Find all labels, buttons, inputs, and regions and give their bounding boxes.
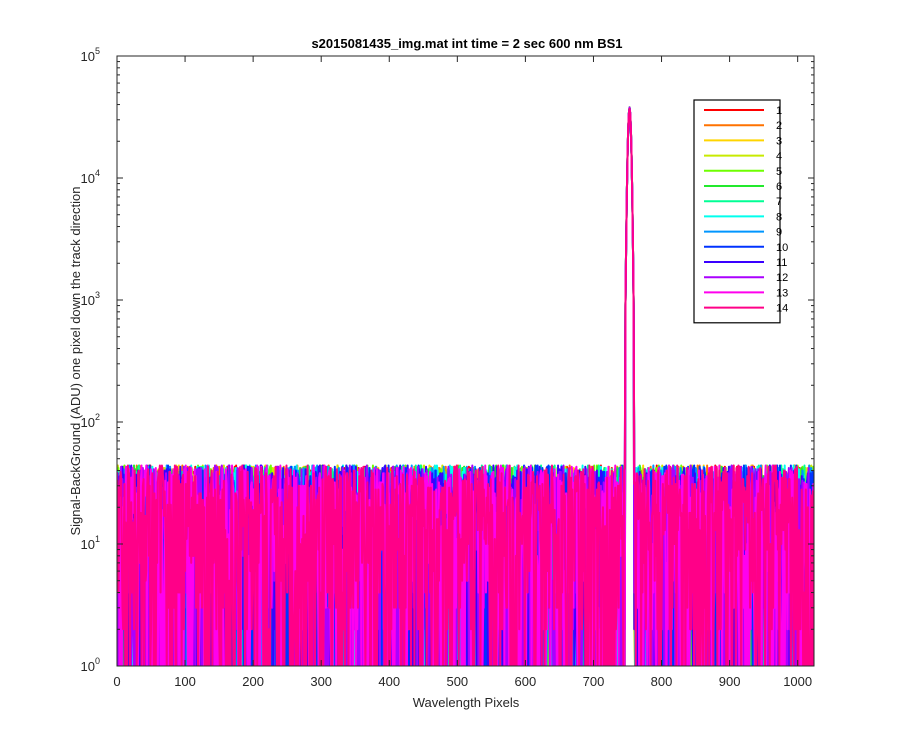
x-tick-label: 1000 [783,674,812,689]
legend-label-14: 14 [776,303,788,315]
legend-label-3: 3 [776,135,782,147]
legend-label-9: 9 [776,227,782,239]
x-tick-label: 500 [446,674,468,689]
axes-box [116,55,815,667]
legend-label-13: 13 [776,287,788,299]
x-axis-label: Wavelength Pixels [413,695,520,710]
series-line-14 [117,107,814,666]
y-tick-label: 10 [81,415,95,430]
x-tick-label: 300 [310,674,332,689]
legend-label-4: 4 [776,151,782,163]
chart-title: s2015081435_img.mat int time = 2 sec 600… [311,36,622,51]
y-tick-label: 10 [81,537,95,552]
legend-label-7: 7 [776,196,782,208]
y-axis-label: Signal-BackGround (ADU) one pixel down t… [68,186,83,535]
legend-label-1: 1 [776,105,782,117]
x-tick-label: 600 [515,674,537,689]
y-tick-exponent: 4 [95,168,100,178]
x-tick-label: 800 [651,674,673,689]
legend-label-6: 6 [776,181,782,193]
legend-label-5: 5 [776,166,782,178]
y-tick-label: 10 [81,293,95,308]
y-tick-exponent: 3 [95,290,100,300]
legend-label-11: 11 [776,257,787,269]
legend-label-2: 2 [776,120,782,132]
y-tick-exponent: 2 [95,412,100,422]
x-tick-label: 700 [583,674,605,689]
plot-area [117,106,814,666]
y-tick-label: 10 [81,659,95,674]
y-tick-label: 10 [81,171,95,186]
x-tick-label: 0 [113,674,120,689]
legend-label-12: 12 [776,272,788,284]
y-tick-label: 10 [81,49,95,64]
x-tick-label: 100 [174,674,196,689]
x-axis: 0 100 200 300 400 500 600 700 800 900 1000 [113,56,812,689]
x-tick-label: 900 [719,674,741,689]
y-tick-exponent: 1 [95,534,100,544]
legend-label-10: 10 [776,242,788,254]
legend-box [693,99,781,324]
legend-label-8: 8 [776,211,782,223]
x-tick-label: 400 [378,674,400,689]
y-tick-exponent: 0 [95,656,100,666]
y-tick-exponent: 5 [95,46,100,56]
x-tick-label: 200 [242,674,264,689]
